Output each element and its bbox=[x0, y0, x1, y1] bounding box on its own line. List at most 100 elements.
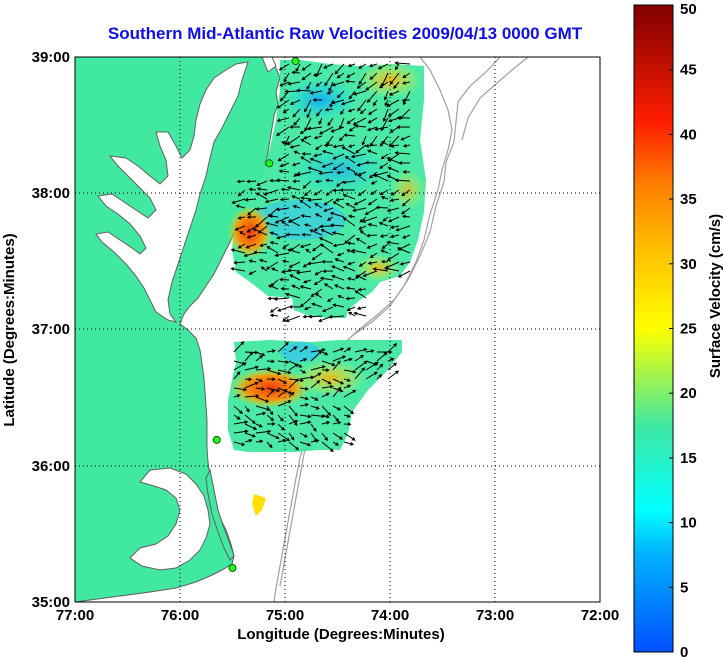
velocity-arrow bbox=[267, 284, 279, 290]
velocity-arrow bbox=[277, 369, 292, 375]
velocity-arrow bbox=[383, 266, 400, 272]
velocity-arrow bbox=[310, 288, 323, 297]
velocity-arrow bbox=[373, 99, 378, 107]
velocity-arrow bbox=[310, 396, 319, 401]
velocity-arrow bbox=[301, 152, 312, 156]
velocity-arrow bbox=[288, 378, 299, 389]
velocity-arrow bbox=[289, 274, 301, 281]
velocity-arrow bbox=[233, 414, 241, 420]
velocity-arrow bbox=[293, 171, 301, 177]
velocity-arrow bbox=[255, 423, 263, 428]
velocity-arrow bbox=[387, 357, 395, 362]
velocity-arrow bbox=[310, 348, 326, 353]
velocity-arrow bbox=[367, 149, 378, 155]
velocity-arrow bbox=[233, 420, 249, 425]
pamlico-sound bbox=[129, 467, 211, 571]
velocity-arrow bbox=[402, 72, 411, 79]
velocity-arrow bbox=[332, 303, 345, 308]
velocity-arrow bbox=[332, 386, 342, 398]
velocity-arrow bbox=[401, 98, 411, 103]
velocity-arrow bbox=[299, 358, 308, 362]
velocity-arrow bbox=[386, 99, 400, 107]
velocity-arrow bbox=[332, 360, 341, 371]
velocity-arrow bbox=[287, 81, 301, 86]
velocity-arrow bbox=[339, 188, 355, 192]
velocity-arrow bbox=[378, 81, 389, 89]
velocity-arrow bbox=[291, 162, 301, 167]
velocity-arrow bbox=[367, 126, 378, 132]
velocity-arrow bbox=[287, 248, 301, 254]
velocity-arrow bbox=[255, 354, 264, 362]
velocity-arrow bbox=[332, 243, 345, 248]
velocity-arrow bbox=[336, 252, 345, 257]
velocity-arrow bbox=[394, 61, 411, 66]
velocity-arrow bbox=[326, 297, 334, 302]
velocity-arrow bbox=[248, 187, 257, 192]
colorbar-tick-label: 30 bbox=[680, 256, 697, 273]
x-tick-label: 74:00 bbox=[371, 607, 409, 624]
velocity-arrow bbox=[380, 195, 389, 200]
velocity-arrow bbox=[366, 90, 378, 103]
velocity-arrow bbox=[243, 252, 257, 258]
velocity-arrow bbox=[299, 403, 310, 407]
velocity-arrow bbox=[279, 81, 290, 87]
velocity-arrow bbox=[384, 99, 389, 107]
colorbar-tick-label: 50 bbox=[680, 1, 697, 18]
velocity-arrow bbox=[337, 294, 345, 299]
colorbar-tick-label: 45 bbox=[680, 62, 697, 79]
velocity-arrow bbox=[305, 248, 312, 254]
velocity-arrow bbox=[340, 108, 345, 116]
velocity-arrow bbox=[359, 216, 367, 223]
velocity-arrow bbox=[269, 313, 279, 318]
velocity-arrow bbox=[356, 306, 367, 311]
velocity-arrow bbox=[276, 178, 290, 183]
velocity-arrow bbox=[233, 394, 241, 398]
velocity-arrow bbox=[321, 162, 334, 168]
velocity-arrow bbox=[288, 419, 299, 425]
velocity-arrow bbox=[353, 198, 367, 206]
velocity-arrow bbox=[269, 306, 279, 313]
velocity-arrow bbox=[277, 423, 285, 431]
velocity-arrow bbox=[358, 72, 367, 85]
velocity-arrow bbox=[278, 277, 290, 282]
velocity-arrow bbox=[328, 81, 334, 92]
velocity-arrow bbox=[331, 81, 345, 87]
velocity-arrow bbox=[266, 405, 274, 416]
velocity-arrow bbox=[346, 241, 356, 246]
velocity-arrow bbox=[248, 259, 257, 263]
velocity-arrow bbox=[386, 157, 400, 164]
velocity-arrow bbox=[388, 90, 400, 96]
velocity-arrow bbox=[308, 314, 323, 319]
velocity-arrow bbox=[277, 360, 290, 364]
velocity-arrow bbox=[256, 187, 268, 191]
velocity-arrow bbox=[237, 189, 246, 197]
velocity-arrow bbox=[367, 198, 378, 206]
velocity-arrow bbox=[248, 270, 257, 275]
velocity-arrow bbox=[274, 216, 290, 224]
velocity-arrow bbox=[279, 197, 290, 202]
velocity-arrow bbox=[256, 180, 268, 186]
velocity-arrow bbox=[346, 117, 356, 125]
velocity-arrow bbox=[332, 347, 345, 353]
velocity-arrow bbox=[402, 170, 411, 174]
velocity-arrow bbox=[332, 441, 340, 446]
colorbar-tick-label: 35 bbox=[680, 191, 697, 208]
velocity-arrow bbox=[266, 422, 276, 426]
velocity-arrow bbox=[353, 311, 367, 317]
velocity-arrow bbox=[365, 143, 378, 148]
velocity-arrow bbox=[321, 420, 331, 425]
velocity-arrow bbox=[400, 135, 411, 141]
velocity-arrow bbox=[307, 166, 323, 173]
colorbar-tick-label: 15 bbox=[680, 450, 697, 467]
velocity-arrow bbox=[401, 81, 411, 85]
velocity-arrow bbox=[275, 207, 290, 212]
velocity-arrow bbox=[237, 216, 246, 220]
velocity-arrow bbox=[322, 269, 334, 274]
velocity-arrow bbox=[336, 170, 345, 175]
velocity-arrow bbox=[343, 389, 357, 398]
velocity-arrow bbox=[288, 360, 303, 368]
velocity-arrow bbox=[354, 367, 366, 380]
velocity-arrow bbox=[332, 414, 340, 422]
velocity-arrow bbox=[324, 107, 334, 112]
velocity-arrow bbox=[357, 287, 367, 292]
